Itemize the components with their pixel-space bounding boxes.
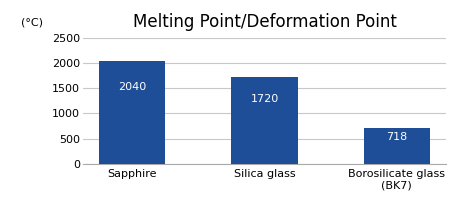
Text: 718: 718	[385, 132, 406, 142]
Bar	[231, 77, 297, 164]
Text: 2040: 2040	[118, 82, 146, 92]
Bar	[99, 61, 165, 164]
Bar	[363, 128, 429, 164]
Title: Melting Point/Deformation Point: Melting Point/Deformation Point	[132, 13, 396, 31]
Text: 1720: 1720	[250, 94, 278, 104]
Text: (°C): (°C)	[21, 18, 43, 28]
